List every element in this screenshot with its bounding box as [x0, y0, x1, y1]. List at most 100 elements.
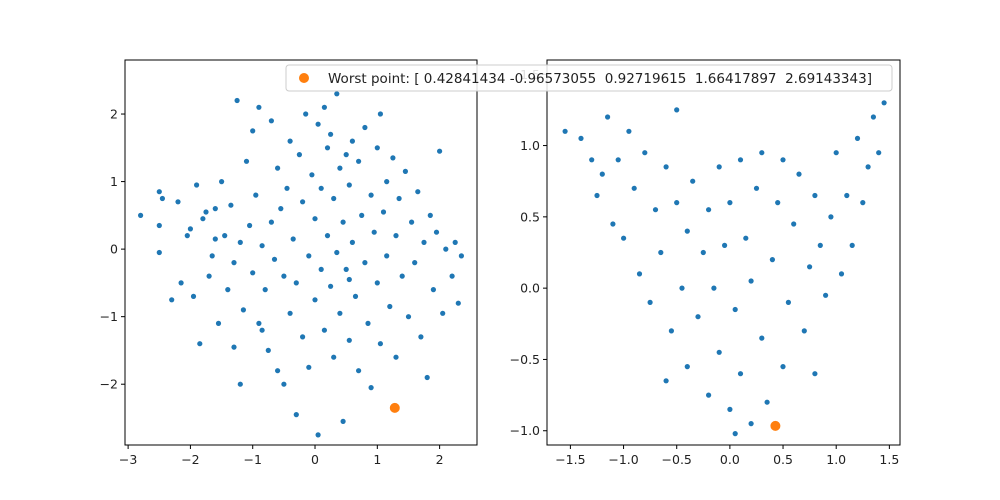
data-point: [256, 320, 262, 326]
data-point: [817, 242, 823, 248]
x-tick-label: −1.0: [608, 452, 638, 467]
y-tick-label: −0.5: [510, 352, 540, 367]
data-point: [684, 364, 690, 370]
data-point: [138, 212, 144, 218]
data-point: [870, 114, 877, 120]
data-point: [324, 233, 331, 239]
data-point: [356, 368, 362, 374]
data-point: [278, 206, 284, 212]
data-point: [374, 145, 380, 151]
data-point: [259, 327, 265, 333]
data-point: [737, 371, 744, 377]
data-point: [374, 280, 380, 286]
data-point: [427, 212, 433, 218]
data-point: [346, 276, 352, 283]
data-point: [368, 385, 374, 391]
data-point: [312, 216, 318, 222]
data-point: [722, 242, 728, 248]
data-point: [412, 260, 418, 266]
data-point: [690, 178, 696, 184]
data-point: [380, 209, 387, 215]
data-point: [430, 287, 436, 293]
y-tick-label: 0.0: [520, 281, 540, 296]
data-point: [759, 150, 765, 156]
data-point: [331, 354, 337, 360]
data-point: [212, 236, 218, 242]
data-point: [190, 293, 197, 299]
data-point: [256, 104, 262, 110]
data-point: [415, 189, 421, 195]
data-point: [318, 185, 324, 191]
data-point: [807, 264, 813, 270]
data-point: [433, 229, 440, 235]
data-point: [393, 233, 399, 239]
data-point: [184, 233, 190, 239]
data-point: [562, 128, 568, 134]
data-point: [387, 303, 393, 310]
data-point: [860, 200, 866, 206]
data-point: [318, 266, 324, 272]
data-point: [247, 222, 253, 229]
y-tick-label: −1: [100, 309, 118, 324]
x-tick-label: 0.5: [773, 452, 793, 467]
data-point: [812, 371, 818, 377]
data-point: [578, 135, 584, 141]
data-point: [346, 337, 352, 343]
data-point: [222, 233, 228, 239]
data-point: [225, 287, 231, 293]
data-point: [371, 229, 377, 235]
data-point: [287, 310, 293, 316]
data-point: [700, 249, 706, 256]
data-point: [303, 111, 309, 117]
data-point: [421, 239, 427, 245]
x-tick-label: −3: [119, 452, 137, 467]
data-point: [212, 206, 218, 212]
data-point: [615, 157, 621, 163]
data-point: [663, 164, 669, 170]
y-tick-label: −1.0: [510, 423, 540, 438]
data-point: [881, 100, 887, 106]
data-point: [844, 192, 850, 199]
right-scatter-plot: −1.5 −1.0 −0.5 0.0 0.5 1.0 1.5 −1.0 −0.5 0.0 0.5 1.…: [510, 59, 901, 467]
data-point: [365, 320, 371, 326]
x-tick-label: 0: [311, 452, 319, 467]
data-point: [652, 207, 659, 213]
data-point: [237, 239, 243, 245]
x-tick-label: −1.5: [555, 452, 585, 467]
data-point: [331, 195, 337, 202]
data-point: [396, 195, 402, 202]
data-point: [315, 121, 321, 127]
data-point: [452, 239, 458, 245]
data-point: [865, 164, 871, 170]
data-point: [334, 91, 340, 97]
data-point: [743, 235, 749, 241]
data-point: [175, 199, 181, 205]
data-point: [393, 354, 399, 360]
data-point: [334, 249, 340, 256]
data-point: [780, 364, 786, 370]
data-point: [293, 412, 299, 418]
data-point: [275, 165, 281, 171]
data-point: [769, 257, 776, 263]
data-point: [156, 189, 162, 195]
data-point: [300, 199, 306, 205]
data-point: [215, 320, 222, 326]
data-point: [849, 242, 855, 248]
data-point: [187, 226, 193, 232]
right-points: [562, 100, 887, 437]
data-point: [443, 246, 449, 252]
x-tick-label: 1: [373, 452, 381, 467]
data-point: [390, 155, 396, 161]
right-axes-frame: [546, 59, 901, 446]
data-point: [418, 334, 424, 340]
x-tick-label: −2: [181, 452, 199, 467]
data-point: [605, 114, 611, 120]
data-point: [243, 158, 250, 164]
data-point: [268, 118, 274, 124]
x-tick-label: 1.0: [826, 452, 846, 467]
legend-label: Worst point: [ 0.42841434 -0.96573055 0.…: [328, 71, 872, 87]
data-point: [250, 270, 256, 276]
data-point: [706, 207, 712, 213]
x-tick-label: 1.5: [879, 452, 899, 467]
data-point: [178, 280, 184, 286]
